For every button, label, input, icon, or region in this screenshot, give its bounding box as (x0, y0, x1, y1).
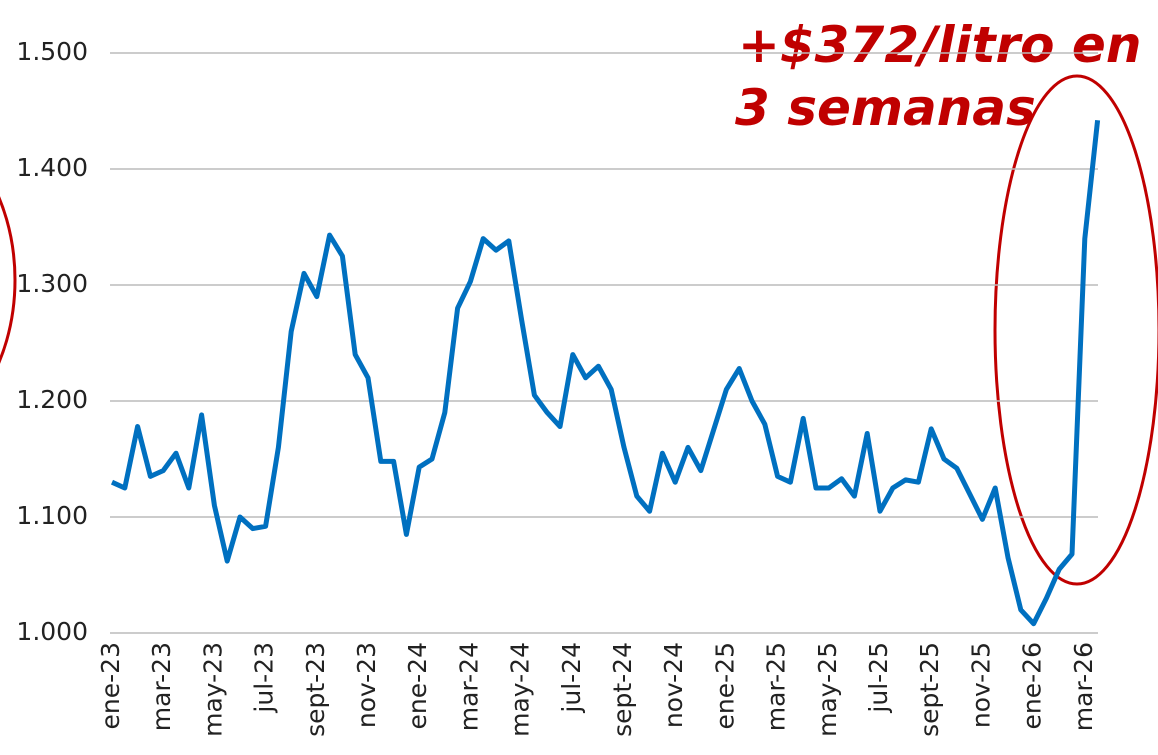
x-tick-label: mar-26 (1069, 642, 1098, 731)
annotation: +$372/litro en (738, 16, 1141, 74)
x-tick-label: may-25 (813, 642, 842, 737)
highlight-ellipse (993, 74, 1158, 586)
x-tick-label: jul-24 (557, 642, 586, 714)
y-tick-label: 1.100 (16, 501, 88, 530)
x-tick-label: jul-23 (250, 642, 279, 714)
x-tick-label: ene-23 (96, 642, 125, 729)
y-tick-label: 1.000 (16, 617, 88, 646)
x-tick-label: sept-23 (301, 642, 330, 737)
y-tick-label: 1.500 (16, 37, 88, 66)
x-tick-label: ene-25 (710, 642, 739, 729)
annotation: 3 semanas (735, 79, 1036, 137)
y-tick-label: 1.300 (16, 269, 88, 298)
x-tick-label: may-23 (198, 642, 227, 737)
highlight-ellipse (0, 196, 17, 364)
x-tick-label: mar-24 (454, 642, 483, 731)
y-tick-label: 1.200 (16, 385, 88, 414)
x-tick-label: ene-24 (403, 642, 432, 729)
x-tick-label: sept-24 (608, 642, 637, 737)
x-tick-label: nov-24 (659, 642, 688, 728)
x-tick-label: mar-25 (762, 642, 791, 731)
x-tick-label: nov-23 (352, 642, 381, 728)
data-line (110, 120, 1101, 627)
x-tick-label: nov-25 (966, 642, 995, 728)
x-tick-label: sept-25 (915, 642, 944, 737)
x-tick-label: may-24 (506, 642, 535, 737)
x-tick-label: ene-26 (1018, 642, 1047, 729)
x-tick-label: jul-25 (864, 642, 893, 714)
y-tick-label: 1.400 (16, 153, 88, 182)
x-tick-label: mar-23 (147, 642, 176, 731)
